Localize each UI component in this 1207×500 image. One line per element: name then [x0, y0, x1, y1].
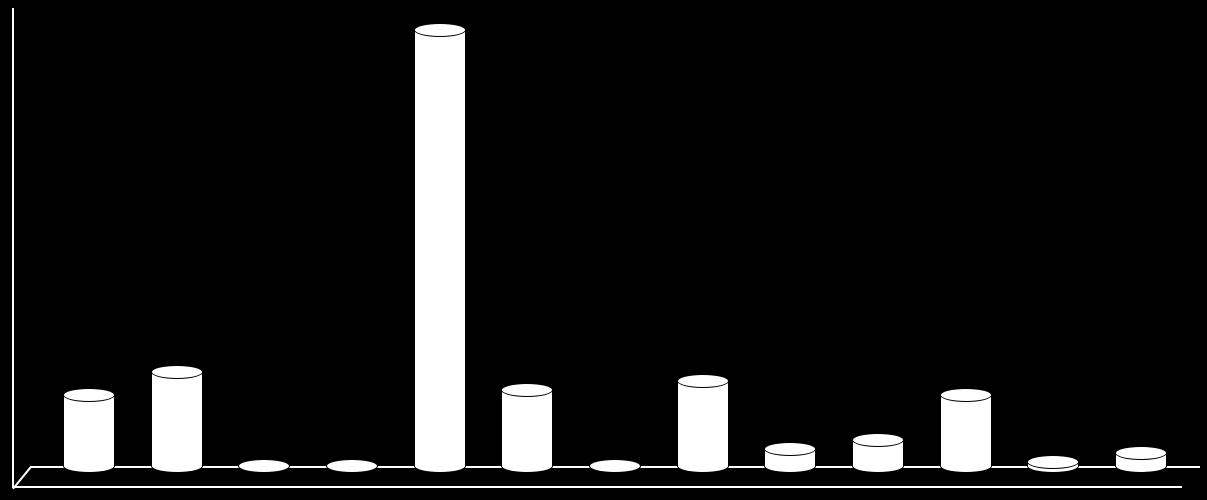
- bar-cap-top: [589, 459, 641, 473]
- bar-cap-top: [852, 433, 904, 447]
- plot-area: [12, 8, 1200, 488]
- bar-cap-top: [764, 442, 816, 456]
- bar-cylinder: [414, 23, 466, 473]
- bar-cylinder: [151, 365, 203, 473]
- bar-cylinder: [326, 459, 378, 473]
- bar-cap-top: [1115, 446, 1167, 460]
- bar-cap-top: [940, 388, 992, 402]
- bar-cylinder: [501, 383, 553, 473]
- bar-cylinder: [589, 459, 641, 473]
- bar-cap-top: [63, 388, 115, 402]
- bar-cap-top: [677, 374, 729, 388]
- bar-cylinder: [1115, 446, 1167, 473]
- bar-body: [414, 30, 466, 466]
- cylinder-bar-chart: [0, 0, 1207, 500]
- bar-body: [151, 372, 203, 466]
- bar-cap-top: [1027, 455, 1079, 469]
- bar-cap-top: [501, 383, 553, 397]
- bar-body: [63, 395, 115, 467]
- bar-cylinder: [238, 459, 290, 473]
- bar-cap-top: [414, 23, 466, 37]
- bars-group: [12, 8, 1200, 488]
- bar-cylinder: [852, 433, 904, 474]
- bar-cylinder: [940, 388, 992, 474]
- bar-body: [501, 390, 553, 466]
- bar-cap-top: [238, 459, 290, 473]
- bar-cylinder: [1027, 455, 1079, 473]
- bar-body: [677, 381, 729, 466]
- bar-cap-top: [326, 459, 378, 473]
- bar-body: [940, 395, 992, 467]
- bar-cylinder: [764, 442, 816, 474]
- bar-cylinder: [677, 374, 729, 473]
- bar-cap-top: [151, 365, 203, 379]
- bar-cylinder: [63, 388, 115, 474]
